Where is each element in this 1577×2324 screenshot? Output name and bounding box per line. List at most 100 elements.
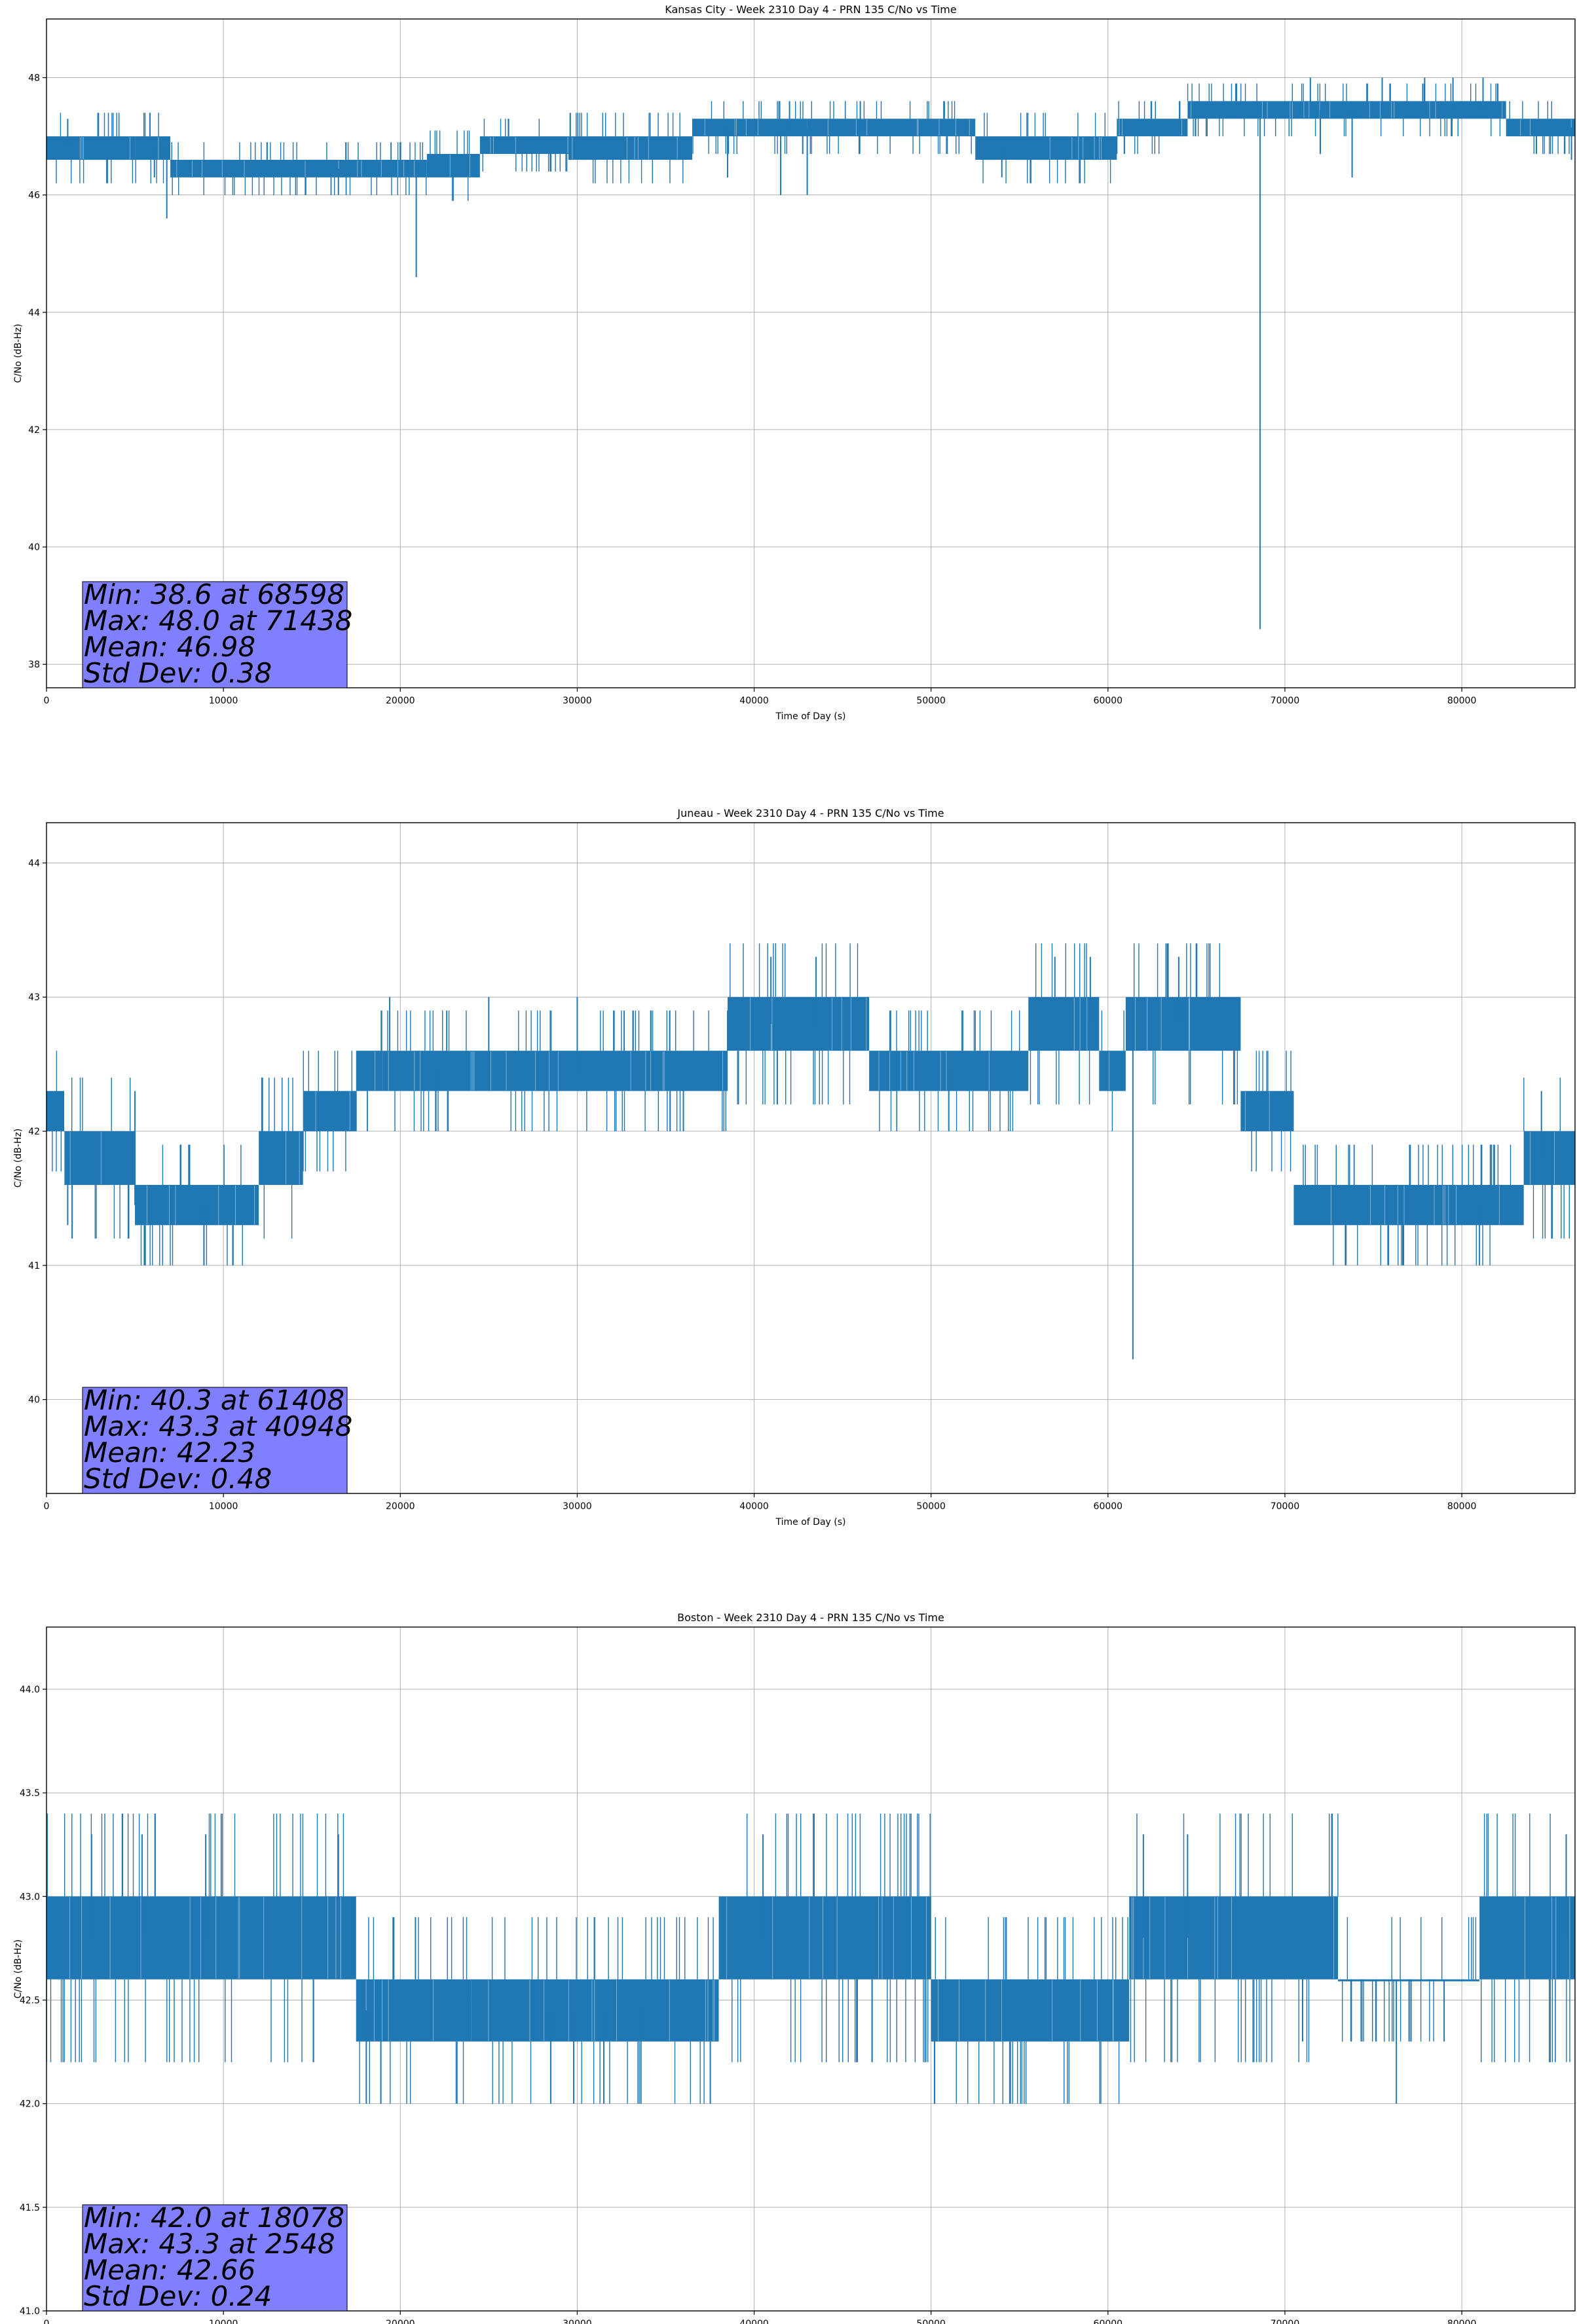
- noise-strokes: [730, 943, 859, 1105]
- y-tick-label: 42.5: [20, 1995, 40, 2006]
- stats-line: Mean: 42.23: [84, 1436, 255, 1469]
- chart-title: Kansas City - Week 2310 Day 4 - PRN 135 …: [665, 3, 956, 16]
- band-segment: [135, 136, 171, 160]
- band-segment: [1117, 119, 1188, 137]
- x-tick-label: 10000: [209, 1501, 238, 1512]
- x-tick-label: 0: [44, 696, 50, 706]
- y-tick-label: 42: [28, 425, 40, 436]
- band-gaps: [490, 137, 568, 153]
- y-tick-label: 44: [28, 858, 40, 869]
- y-tick-label: 46: [28, 191, 40, 201]
- band-segment: [718, 1896, 931, 1979]
- band-gaps: [572, 137, 678, 159]
- stats-line: Mean: 42.66: [84, 2254, 255, 2286]
- band-gaps: [938, 1979, 1114, 2041]
- x-tick-label: 50000: [916, 696, 946, 706]
- x-tick-label: 80000: [1447, 1501, 1477, 1512]
- x-tick-label: 40000: [739, 696, 769, 706]
- band-gaps: [1530, 1132, 1555, 1184]
- y-tick-label: 41: [28, 1261, 40, 1271]
- x-tick-label: 10000: [209, 2319, 238, 2324]
- noise-strokes: [482, 119, 568, 172]
- band-segment: [1479, 1896, 1575, 1979]
- band-gaps: [176, 160, 415, 177]
- noise-strokes: [732, 1813, 931, 2063]
- band-segment: [728, 997, 870, 1051]
- noise-strokes: [1187, 83, 1347, 137]
- noise-strokes: [56, 113, 134, 183]
- band-segment: [1099, 1051, 1126, 1091]
- x-tick-label: 30000: [563, 696, 592, 706]
- band-gaps: [315, 1091, 350, 1131]
- stats-line: Std Dev: 0.38: [84, 657, 272, 689]
- noise-strokes: [982, 113, 1111, 183]
- noise-strokes: [359, 1917, 468, 2104]
- noise-strokes: [356, 1010, 382, 1131]
- noise-strokes: [1481, 1813, 1570, 2063]
- chart-title: Boston - Week 2310 Day 4 - PRN 135 C/No …: [677, 1611, 944, 1624]
- band-segment: [135, 1184, 259, 1226]
- noise-strokes: [1342, 1917, 1477, 2042]
- noise-strokes: [1251, 1051, 1291, 1172]
- stats-line: Std Dev: 0.24: [84, 2280, 272, 2312]
- noise-strokes: [1366, 83, 1501, 137]
- band-gaps: [80, 137, 130, 159]
- noise-strokes: [1523, 1078, 1570, 1239]
- data-series: [46, 1813, 1575, 2104]
- x-tick-label: 10000: [209, 696, 238, 706]
- chart-panel-1: Juneau - Week 2310 Day 4 - PRN 135 C/No …: [13, 807, 1576, 1527]
- y-tick-label: 44: [28, 308, 40, 318]
- band-segment: [303, 1091, 356, 1132]
- noise-strokes: [1116, 101, 1181, 154]
- band-segment: [46, 1091, 65, 1132]
- band-gaps: [1049, 137, 1102, 159]
- x-tick-label: 60000: [1094, 1501, 1123, 1512]
- stats-line: Mean: 46.98: [84, 631, 255, 663]
- y-axis-label: C/No (dB-Hz): [13, 1129, 24, 1188]
- stats-box: [82, 1387, 348, 1494]
- band-gaps: [1135, 998, 1190, 1051]
- x-tick-label: 80000: [1447, 2319, 1477, 2324]
- band-gaps: [69, 1897, 341, 1979]
- y-tick-label: 43.5: [20, 1788, 40, 1799]
- noise-strokes: [1101, 1010, 1124, 1131]
- band-gaps: [286, 1132, 300, 1184]
- stats-line: Max: 43.3 at 40948: [84, 1410, 352, 1442]
- x-tick-label: 70000: [1271, 696, 1300, 706]
- band-segment: [356, 1979, 472, 2042]
- x-tick-label: 80000: [1447, 696, 1477, 706]
- x-tick-label: 20000: [386, 696, 415, 706]
- band-gaps: [64, 1132, 102, 1184]
- stats-box: [82, 2204, 348, 2312]
- y-tick-label: 44.0: [20, 1685, 40, 1695]
- stats-line: Min: 42.0 at 18078: [84, 2202, 344, 2234]
- band-gaps: [726, 1897, 927, 1979]
- band-segment: [426, 153, 480, 178]
- y-tick-label: 40: [28, 542, 40, 553]
- band-segment: [692, 119, 807, 137]
- noise-strokes: [879, 1010, 1020, 1131]
- band-segment: [259, 1131, 303, 1185]
- band-segment: [479, 136, 568, 154]
- band-gaps: [449, 155, 470, 177]
- band-gaps: [388, 1051, 723, 1091]
- band-gaps: [1525, 1897, 1570, 1979]
- axes-frame: [46, 1626, 1576, 2312]
- band-gaps: [1369, 102, 1503, 119]
- band-segment: [1028, 997, 1100, 1051]
- noise-strokes: [135, 113, 164, 183]
- x-tick-label: 70000: [1271, 1501, 1300, 1512]
- band-segment: [471, 1979, 719, 2042]
- x-tick-label: 30000: [563, 1501, 592, 1512]
- y-tick-label: 41.5: [20, 2203, 40, 2213]
- y-tick-label: 43: [28, 992, 40, 1003]
- data-series: [46, 77, 1575, 629]
- band-gaps: [1132, 1897, 1334, 1979]
- axes-frame: [46, 18, 1576, 688]
- noise-strokes: [1030, 943, 1090, 1105]
- noise-strokes: [1303, 1144, 1512, 1265]
- band-segment: [568, 136, 693, 160]
- x-tick-label: 40000: [739, 2319, 769, 2324]
- band-segment: [1187, 101, 1365, 119]
- band-segment: [64, 1131, 136, 1185]
